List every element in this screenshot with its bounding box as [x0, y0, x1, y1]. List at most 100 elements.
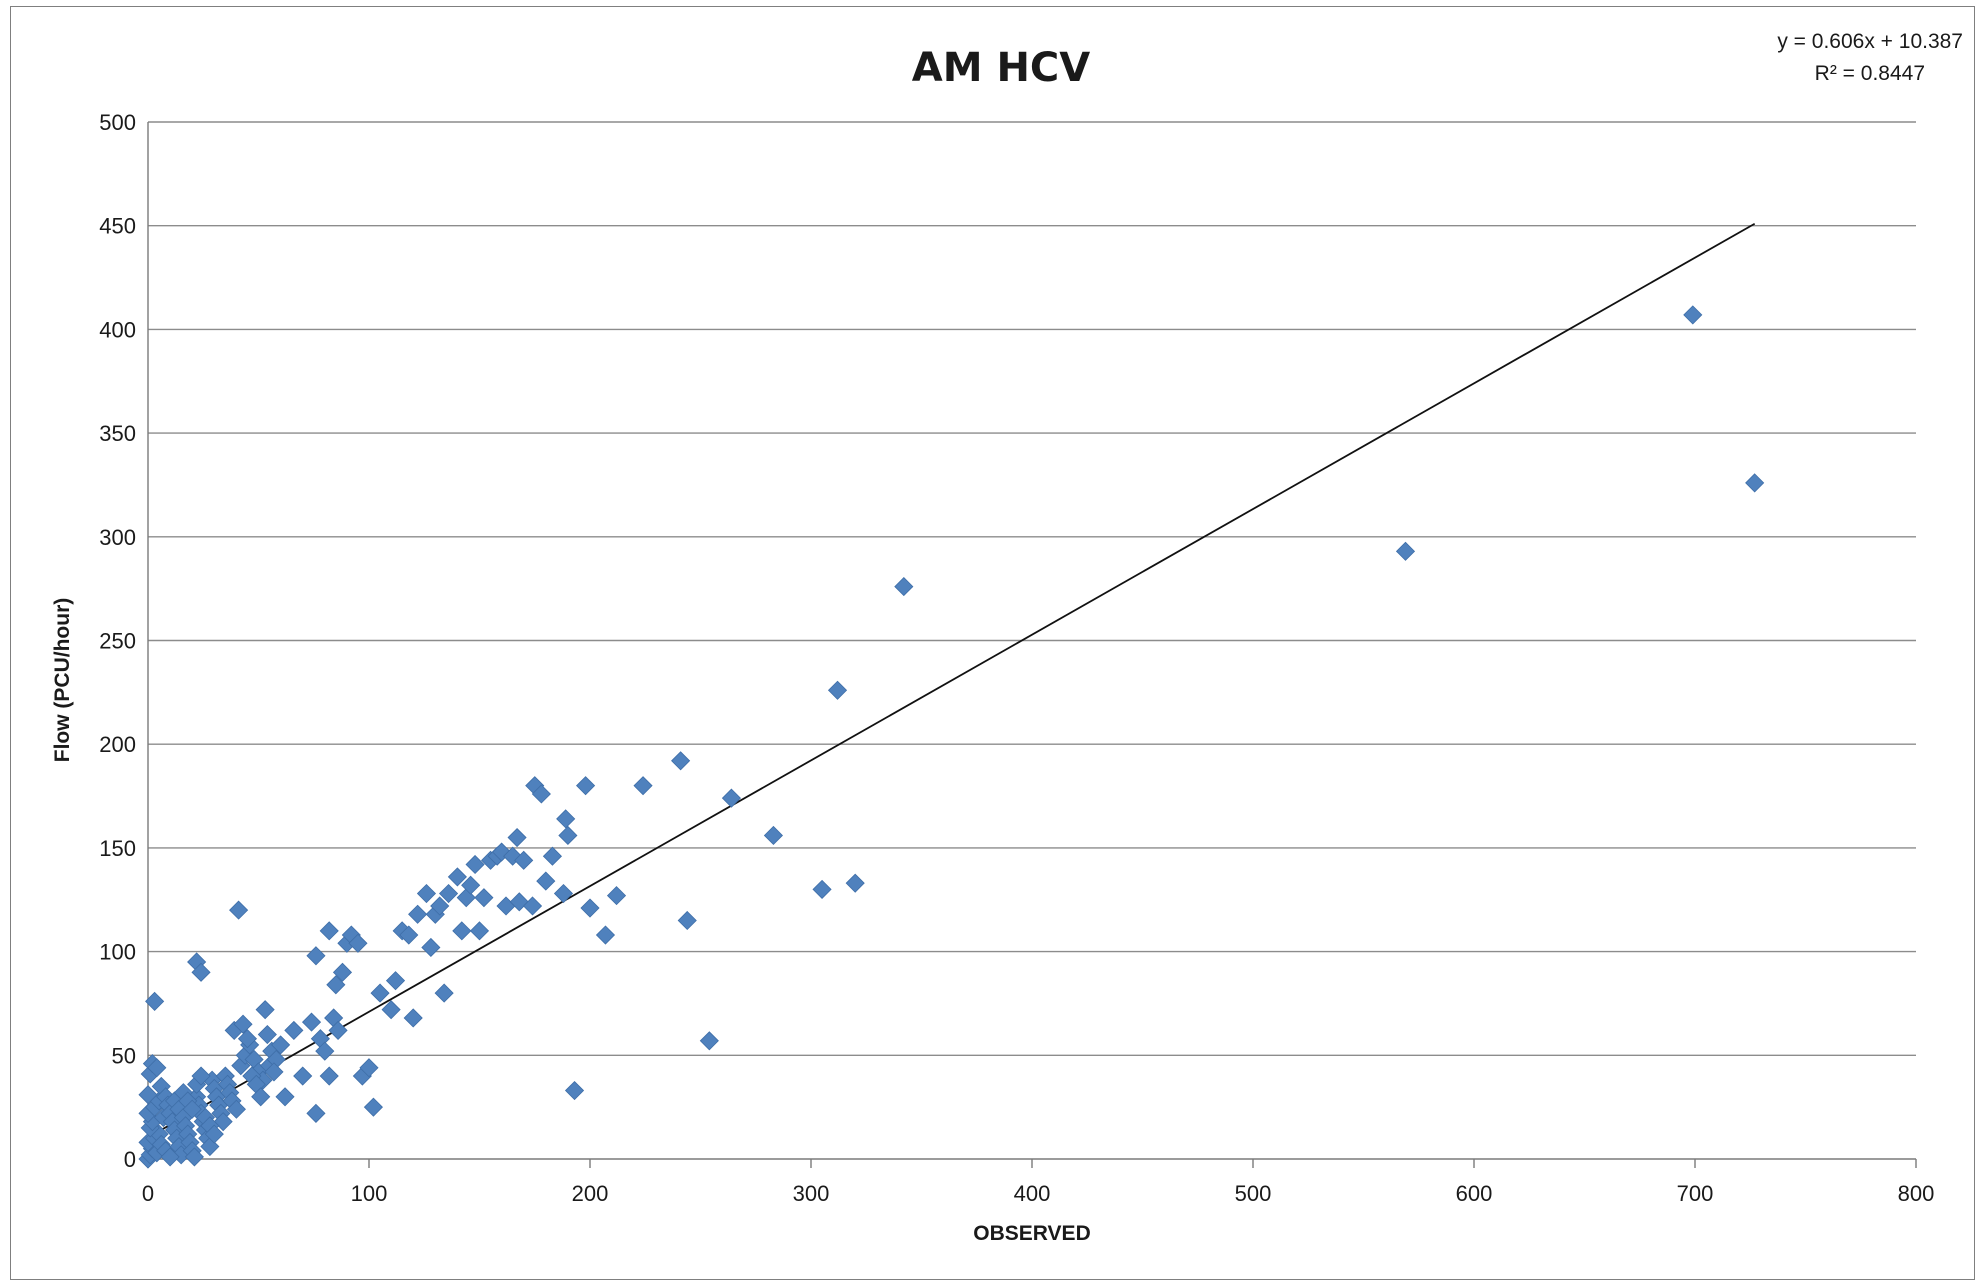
data-point-140	[556, 809, 576, 829]
data-point-102	[348, 933, 368, 953]
data-point-111	[403, 1008, 423, 1028]
y-tick-label-500: 500	[99, 110, 136, 135]
data-point-105	[363, 1097, 383, 1117]
x-tick-label-700: 700	[1677, 1181, 1714, 1206]
chart-frame: AM HCV y = 0.606x + 10.387 R² = 0.8447 0…	[10, 6, 1975, 1280]
data-point-154	[827, 680, 848, 700]
data-point-110	[399, 925, 419, 945]
data-point-142	[564, 1080, 585, 1101]
data-point-83	[251, 1087, 271, 1107]
data-point-123	[465, 854, 485, 875]
data-point-155	[845, 873, 865, 893]
y-tick-label-400: 400	[99, 317, 136, 342]
y-tick-label-200: 200	[99, 732, 136, 757]
data-point-120	[452, 921, 472, 941]
y-tick-label-50: 50	[112, 1043, 136, 1068]
y-axis-title: Flow (PCU/hour)	[51, 598, 74, 762]
chart-title: AM HCV	[912, 45, 1091, 91]
data-point-84	[255, 1000, 275, 1020]
data-point-118	[438, 883, 459, 904]
data-point-80	[237, 1029, 258, 1049]
y-tick-label-150: 150	[99, 836, 136, 861]
data-point-89	[301, 1012, 322, 1032]
data-point-15	[138, 1085, 158, 1105]
trendline-path	[147, 222, 1756, 1139]
data-point-156	[894, 577, 914, 597]
x-axis-title: OBSERVED	[973, 1222, 1090, 1245]
data-point-86	[275, 1087, 295, 1107]
data-point-150	[699, 1031, 719, 1051]
data-point-117	[434, 983, 454, 1003]
data-point-76	[271, 1035, 291, 1055]
data-point-112	[408, 904, 428, 924]
x-tick-label-500: 500	[1235, 1181, 1272, 1206]
data-point-131	[507, 827, 527, 848]
data-point-152	[763, 825, 783, 846]
data-point-87	[284, 1020, 304, 1040]
data-point-114	[421, 937, 441, 958]
data-point-149	[677, 910, 697, 931]
data-point-53	[182, 1099, 202, 1119]
trendline	[147, 222, 1756, 1139]
x-tick-label-0: 0	[142, 1181, 154, 1206]
data-point-37	[145, 991, 165, 1011]
data-point-96	[306, 946, 326, 966]
data-point-60	[191, 962, 211, 982]
data-point-28	[160, 1147, 180, 1167]
data-point-65	[226, 1099, 246, 1119]
data-point-72	[257, 1024, 277, 1045]
data-point-124	[469, 921, 490, 941]
data-point-148	[671, 751, 691, 771]
data-point-88	[293, 1066, 313, 1086]
x-tick-label-800: 800	[1898, 1181, 1935, 1206]
y-tick-label-0: 0	[124, 1147, 136, 1172]
data-point-151	[721, 788, 742, 808]
data-point-18	[147, 1058, 167, 1078]
data-point-107	[381, 1000, 401, 1020]
x-tick-label-200: 200	[572, 1181, 609, 1206]
data-point-90	[306, 1103, 326, 1123]
data-point-136	[531, 784, 551, 804]
data-point-134	[522, 896, 543, 916]
data-point-36	[184, 1147, 204, 1167]
data-point-132	[509, 892, 529, 912]
data-point-158	[1683, 305, 1703, 325]
data-point-146	[606, 886, 627, 906]
data-point-119	[447, 867, 467, 887]
x-tick-label-600: 600	[1456, 1181, 1493, 1206]
data-point-104	[359, 1058, 379, 1078]
x-tick-label-100: 100	[351, 1181, 388, 1206]
x-tick-label-300: 300	[793, 1181, 830, 1206]
data-point-95	[328, 1020, 348, 1040]
data-point-116	[430, 896, 450, 916]
data-point-55	[191, 1066, 211, 1086]
data-point-108	[385, 971, 406, 991]
gridlines	[148, 121, 1916, 1057]
data-point-97	[319, 921, 339, 941]
data-point-144	[580, 898, 600, 918]
data-point-125	[474, 888, 494, 908]
data-point-92	[315, 1041, 335, 1061]
data-point-143	[576, 776, 596, 796]
data-point-122	[461, 875, 481, 895]
data-point-113	[416, 883, 437, 904]
data-points	[138, 305, 1765, 1169]
data-point-147	[633, 776, 653, 796]
data-point-58	[204, 1124, 224, 1144]
data-point-145	[595, 925, 616, 945]
data-point-79	[233, 1014, 253, 1034]
data-point-137	[536, 871, 556, 891]
y-tick-label-350: 350	[99, 421, 136, 446]
tick-labels: 0 50 100 150 200 250 300 350 400 450 500 0 100 200 300…	[99, 110, 1934, 1206]
data-point-133	[514, 850, 534, 870]
data-point-98	[326, 975, 346, 995]
y-tick-label-450: 450	[99, 214, 136, 239]
data-point-106	[370, 983, 390, 1003]
trendline-r-squared: R² = 0.8447	[1815, 62, 1925, 85]
data-point-139	[553, 883, 574, 904]
scatter-chart: AM HCV y = 0.606x + 10.387 R² = 0.8447 0…	[51, 30, 1963, 1245]
data-point-85	[264, 1062, 284, 1082]
data-point-157	[1395, 541, 1416, 561]
data-point-138	[542, 846, 562, 866]
data-point-78	[229, 900, 249, 920]
